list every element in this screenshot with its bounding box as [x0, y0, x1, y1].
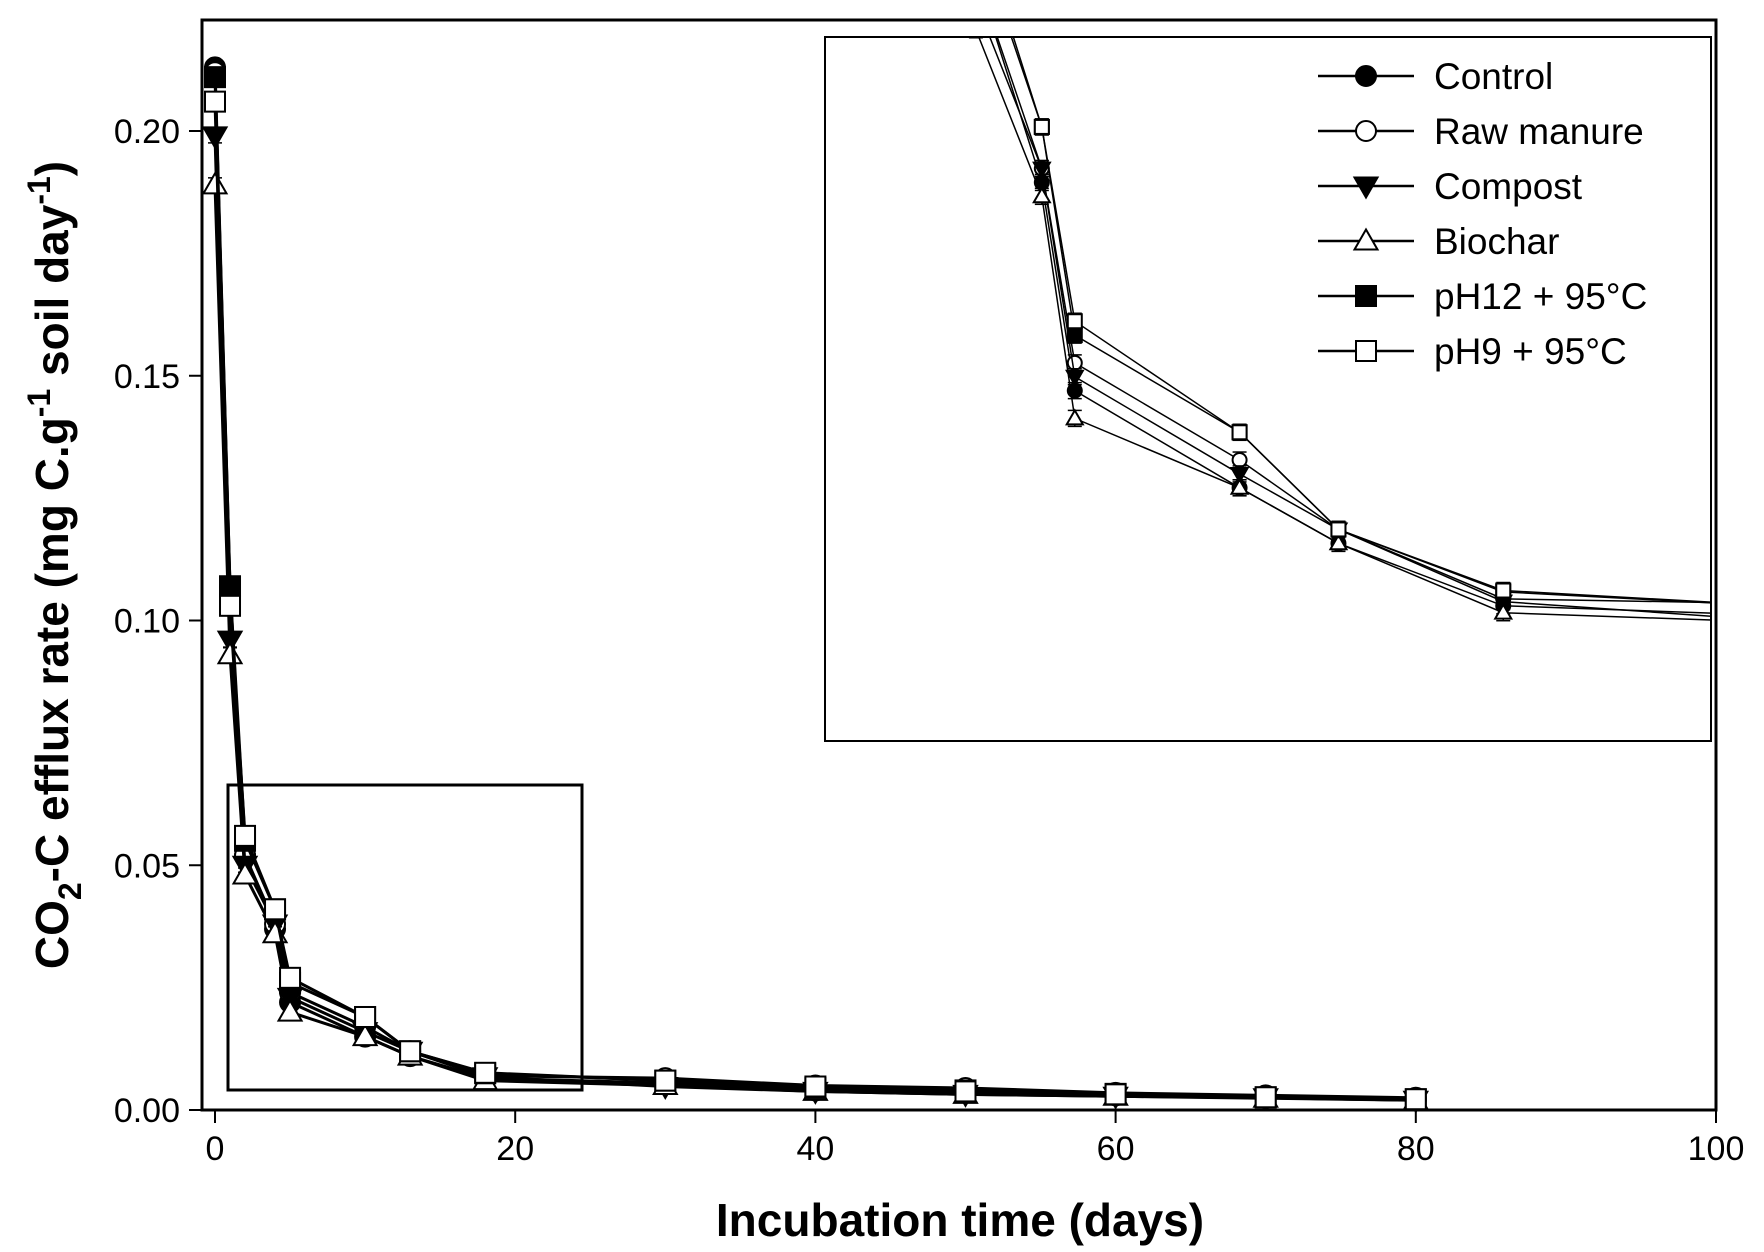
data-point — [1229, 477, 1250, 495]
data-point — [351, 1023, 379, 1047]
y-axis-title-subscript: 2 — [52, 882, 88, 900]
data-point — [219, 594, 242, 617]
data-point — [1104, 1083, 1127, 1106]
y-axis-title-superscript-2: -1 — [21, 176, 57, 204]
data-point — [804, 1075, 827, 1098]
legend-marker — [1355, 340, 1377, 362]
legend-marker — [1352, 227, 1380, 251]
data-point — [234, 824, 257, 847]
y-tick-label: 0.15 — [114, 358, 180, 396]
legend-label: Raw manure — [1434, 111, 1644, 152]
data-point — [968, 22, 984, 36]
data-point — [216, 641, 244, 665]
data-point — [1066, 327, 1083, 344]
series-biochar — [968, 22, 1711, 622]
legend-marker — [1355, 285, 1377, 307]
y-axis-title-part-1: CO — [26, 900, 78, 969]
x-axis: 0 20 40 60 80 100 — [206, 1110, 1745, 1168]
main-series-group — [201, 56, 1430, 1114]
series-ph9-95-c — [1012, 37, 1711, 603]
x-tick-label: 40 — [796, 1130, 834, 1168]
data-point — [654, 1069, 677, 1092]
data-point — [354, 1005, 377, 1028]
data-point — [204, 66, 226, 89]
data-point — [399, 1040, 422, 1063]
legend-marker — [1355, 120, 1377, 142]
data-point — [1065, 408, 1085, 426]
legend-item-control: Control — [1318, 56, 1553, 97]
inset-frame — [824, 36, 1712, 742]
data-point — [968, 0, 984, 10]
data-point — [954, 1080, 977, 1103]
data-point — [279, 966, 302, 989]
data-point — [201, 171, 229, 195]
x-tick-label: 80 — [1397, 1130, 1435, 1168]
data-point — [1404, 1088, 1427, 1111]
legend-item-raw-manure: Raw manure — [1318, 111, 1644, 152]
data-point — [1495, 582, 1512, 599]
series-line — [213, 184, 1416, 1102]
y-axis-title: CO2-C efflux rate (mg C.g-1 soil day-1) — [21, 161, 88, 969]
legend-marker — [1352, 176, 1380, 200]
legend-item-compost: Compost — [1318, 166, 1583, 207]
x-tick-label: 0 — [206, 1130, 225, 1168]
data-point — [204, 90, 226, 113]
inset-series-group — [968, 0, 1711, 622]
data-point — [1229, 466, 1250, 484]
series-ph9-95-c — [204, 90, 1427, 1111]
y-tick-label: 0.20 — [114, 113, 180, 151]
legend-item-ph12-95-c: pH12 + 95°C — [1318, 276, 1647, 317]
data-point — [1231, 452, 1248, 469]
data-point — [1231, 424, 1248, 441]
y-tick-label: 0.05 — [114, 847, 180, 885]
plot-frame — [200, 18, 1718, 1112]
y-axis-title-part-2: -C efflux rate (mg C.g — [26, 417, 78, 882]
data-point — [1033, 118, 1050, 135]
legend-label: pH12 + 95°C — [1434, 276, 1647, 317]
y-tick-label: 0.10 — [114, 603, 180, 641]
series-line — [213, 101, 1416, 1101]
legend-marker — [1355, 65, 1377, 87]
data-point — [1065, 369, 1085, 387]
x-axis-title: Incubation time (days) — [716, 1194, 1204, 1246]
legend-label: Control — [1434, 56, 1553, 97]
legend: Control Raw manure Compost Biochar pH12 + 95… — [1318, 56, 1647, 372]
data-point — [1493, 602, 1514, 620]
data-point — [1032, 161, 1052, 179]
data-point — [1330, 521, 1347, 538]
data-point — [474, 1061, 497, 1084]
x-tick-label: 60 — [1097, 1130, 1135, 1168]
y-axis: 0.00 0.05 0.10 0.15 0.20 — [114, 113, 202, 1130]
data-point — [1066, 313, 1083, 330]
legend-label: Compost — [1434, 166, 1583, 207]
y-tick-label: 0.00 — [114, 1092, 180, 1130]
legend-label: pH9 + 95°C — [1434, 331, 1627, 372]
x-tick-label: 20 — [496, 1130, 534, 1168]
data-point — [264, 898, 287, 921]
zoom-region-box — [226, 783, 584, 1092]
y-axis-title-part-4: ) — [26, 161, 78, 176]
data-point — [1328, 533, 1349, 551]
data-point — [1254, 1086, 1277, 1109]
data-point — [1066, 354, 1083, 371]
data-point — [1032, 186, 1052, 204]
legend-item-biochar: Biochar — [1318, 221, 1559, 262]
data-point — [276, 998, 304, 1022]
data-point — [231, 861, 259, 885]
legend-label: Biochar — [1434, 221, 1559, 262]
legend-item-ph9-95-c: pH9 + 95°C — [1318, 331, 1627, 372]
y-axis-title-superscript-1: -1 — [21, 389, 57, 417]
y-axis-title-part-3: soil day — [26, 204, 78, 388]
x-tick-label: 100 — [1688, 1130, 1745, 1168]
